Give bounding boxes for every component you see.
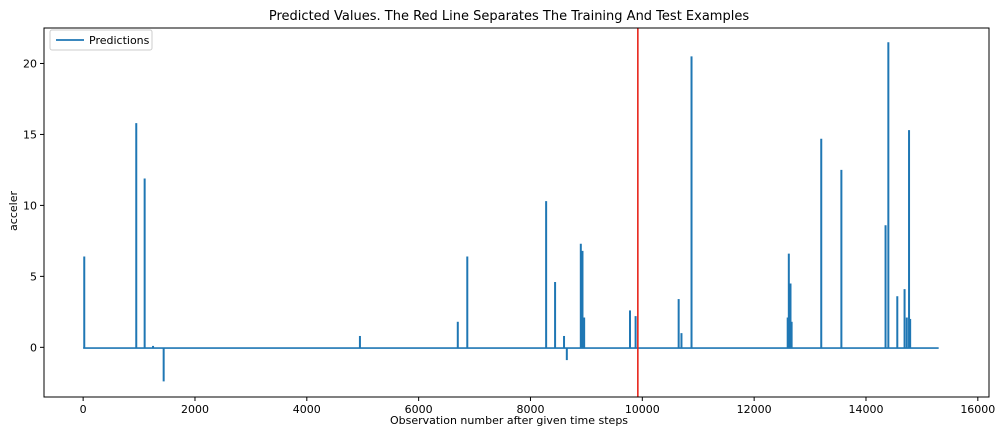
chart-title: Predicted Values. The Red Line Separates… — [269, 9, 749, 24]
y-tick-label: 20 — [23, 57, 37, 70]
y-tick-label: 0 — [30, 341, 37, 354]
plot-frame — [43, 27, 990, 398]
y-axis: 0 5 10 15 20 — [23, 57, 44, 354]
y-tick-label: 10 — [23, 199, 37, 212]
legend: Predictions — [49, 29, 153, 51]
plot-area — [83, 28, 939, 397]
x-tick-label: 2000 — [181, 403, 209, 416]
x-axis-label: Observation number after given time step… — [390, 414, 628, 427]
x-tick-label: 14000 — [848, 403, 883, 416]
x-axis: 0 2000 4000 6000 8000 10000 12000 14000 16000 — [80, 397, 995, 416]
x-tick-label: 0 — [80, 403, 87, 416]
x-tick-label: 12000 — [737, 403, 772, 416]
y-tick-label: 5 — [30, 270, 37, 283]
y-axis-label: acceler — [7, 191, 20, 231]
legend-box — [49, 29, 153, 51]
x-tick-label: 4000 — [293, 403, 321, 416]
x-tick-label: 8000 — [516, 403, 544, 416]
x-tick-label: 6000 — [405, 403, 433, 416]
legend-label-predictions: Predictions — [89, 34, 150, 47]
x-tick-label: 16000 — [960, 403, 995, 416]
x-tick-label: 10000 — [625, 403, 660, 416]
y-tick-label: 15 — [23, 128, 37, 141]
